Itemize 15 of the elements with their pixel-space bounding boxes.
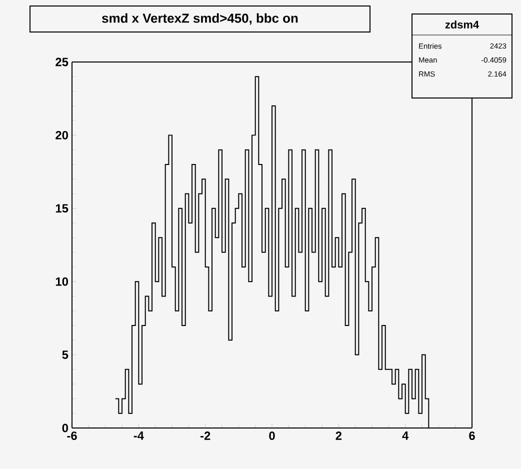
y-tick-label: 20 [56,130,68,140]
text: zdsm4 [445,20,479,29]
y-tick-label: 25 [56,58,68,66]
x-tick-label: -4 [134,432,144,440]
chart-title: smd x VertexZ smd>450, bbc on [102,13,298,25]
x-tick-label: -6 [67,432,77,440]
x-tick-label: 6 [469,432,475,440]
y-tick-label: 10 [56,277,68,286]
x-tick-label: 2 [336,432,342,440]
x-tick-label: -2 [200,432,210,440]
y-tick-label: 15 [56,204,68,213]
x-tick-label: 0 [269,432,275,440]
y-tick-label: 0 [62,424,68,432]
x-tick-label: 4 [402,432,409,440]
y-tick-label: 5 [62,350,68,359]
